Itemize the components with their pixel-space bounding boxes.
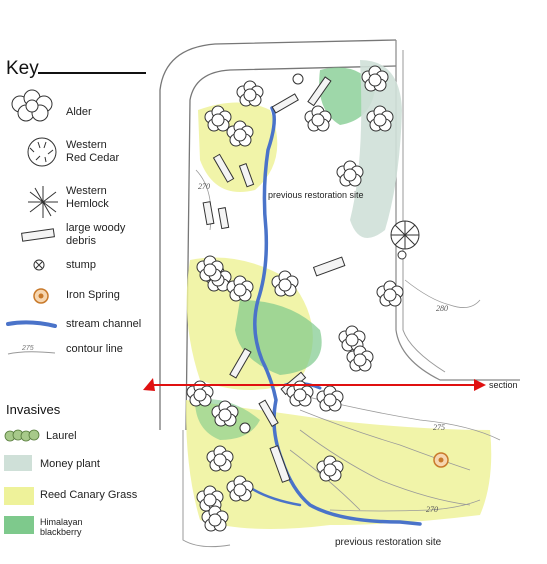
stump <box>397 250 407 260</box>
alder-tree <box>201 505 229 532</box>
key-label-woody-debris: large woody debris <box>66 222 126 247</box>
alder-tree <box>206 445 234 472</box>
key-label-alder: Alder <box>66 106 92 118</box>
woody-debris <box>258 399 279 427</box>
trail-east-inner <box>402 50 446 373</box>
woody-debris <box>269 445 291 483</box>
alder-tree <box>271 270 299 297</box>
alder-tree <box>376 280 404 307</box>
red-cedar-icon <box>27 137 57 167</box>
section-label: section <box>489 380 518 390</box>
alder-tree <box>336 160 364 187</box>
invasive-label-laurel: Laurel <box>46 430 77 442</box>
reed-canary-grass-swatch <box>4 487 34 505</box>
key-label-contour: contour line <box>66 343 123 355</box>
key-title-rule <box>38 72 146 74</box>
invasives-title: Invasives <box>6 402 61 417</box>
alder-tree-icon <box>11 89 53 122</box>
key-label-stump: stump <box>66 259 96 271</box>
invasive-label-reed-canary: Reed Canary Grass <box>40 489 138 501</box>
site-boundary-left <box>182 430 231 548</box>
alder-tree <box>226 275 254 302</box>
himalayan-blackberry-swatch <box>4 516 34 534</box>
alder-tree <box>226 120 254 147</box>
key-label-contour-sample: 275 <box>22 345 34 352</box>
money-plant-swatch <box>4 455 32 471</box>
alder-tree <box>361 65 389 92</box>
woody-debris <box>238 162 255 188</box>
contour-label: 280 <box>436 304 448 313</box>
alder-tree <box>286 380 314 407</box>
contour-label: 270 <box>426 505 438 514</box>
hemlock-icon <box>28 186 58 218</box>
key-label-hemlock: Western Hemlock <box>66 185 109 210</box>
woody-debris <box>229 347 252 379</box>
stream-channel-icon <box>6 320 57 328</box>
road-outer-edge <box>159 39 397 430</box>
alder-tree <box>346 345 374 372</box>
laurel-swatch <box>4 429 40 442</box>
stump-icon <box>33 259 45 271</box>
alder-tree <box>366 105 394 132</box>
woody-debris <box>271 93 299 114</box>
section-marker-left <box>143 378 155 391</box>
key-title: Key <box>6 58 39 79</box>
stream-channel <box>253 106 422 526</box>
alder-tree <box>316 385 344 412</box>
contour-label: 275 <box>433 423 445 432</box>
section-marker-right <box>474 379 486 391</box>
stump-group <box>239 73 407 434</box>
key-icons <box>4 89 58 534</box>
stump <box>239 422 251 434</box>
invasive-label-money-plant: Money plant <box>40 458 100 470</box>
previous-restoration-label-top: previous restoration site <box>268 190 364 200</box>
woody-debris-group <box>202 76 346 483</box>
woody-debris <box>212 153 235 183</box>
alder-tree <box>204 105 232 132</box>
previous-restoration-label-bottom: previous restoration site <box>335 537 442 548</box>
alder-tree <box>196 255 224 282</box>
woody-debris <box>312 256 346 277</box>
key-label-iron-spring: Iron Spring <box>66 289 120 301</box>
road-inner-edge <box>185 65 397 431</box>
alder-tree <box>196 485 224 512</box>
iron-spring-icon <box>33 288 49 304</box>
woody-debris <box>202 201 215 226</box>
money-plant-area <box>350 60 402 238</box>
alder-tree <box>211 400 239 427</box>
key-label-red-cedar: Western Red Cedar <box>66 139 120 164</box>
alder-tree <box>304 105 332 132</box>
key-label-stream: stream channel <box>66 318 142 330</box>
trail-east <box>395 40 520 381</box>
woody-debris <box>307 76 332 107</box>
woody-debris-icon <box>21 228 55 242</box>
woody-debris <box>217 207 230 230</box>
stump <box>292 73 304 85</box>
alder-tree <box>236 80 264 107</box>
western-hemlock-tree <box>390 220 420 250</box>
invasive-label-blackberry: Himalayan blackberry <box>40 517 83 538</box>
contour-line-icon <box>7 351 56 355</box>
alder-tree <box>226 475 254 502</box>
contour-label: 270 <box>198 182 210 191</box>
alder-tree <box>316 455 344 482</box>
